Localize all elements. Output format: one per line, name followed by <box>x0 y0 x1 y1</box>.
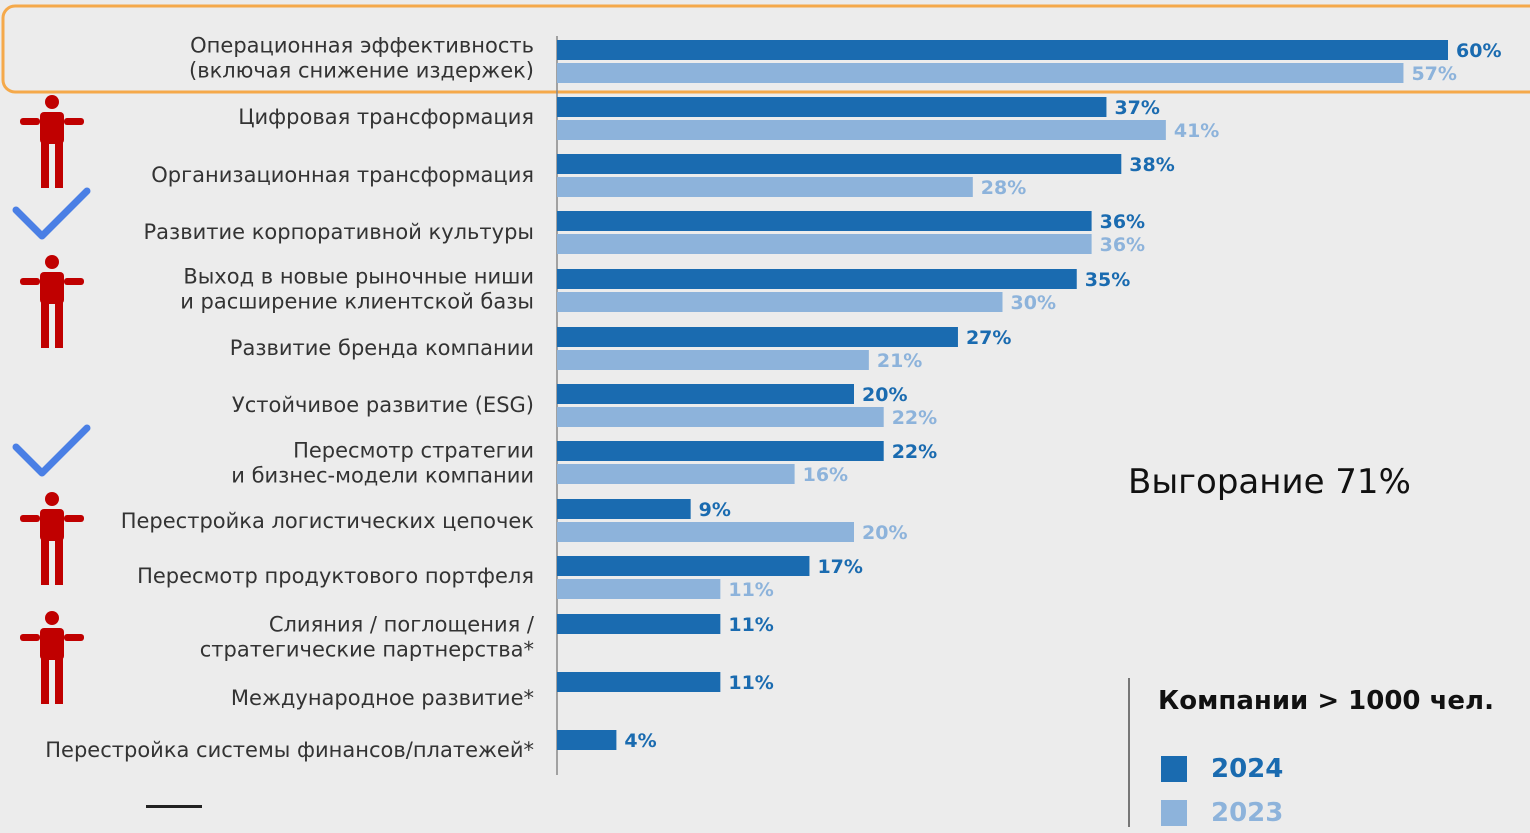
category-label: Развитие корпоративной культуры <box>144 220 534 244</box>
data-label-2024: 22% <box>892 441 937 463</box>
bar-2024 <box>557 441 884 461</box>
footnote-divider <box>146 805 202 808</box>
category-label: Пересмотр продуктового портфеля <box>137 564 534 588</box>
data-label-2024: 11% <box>728 672 773 694</box>
bar-2023 <box>557 464 795 484</box>
legend-title: Компании > 1000 чел. <box>1158 686 1494 716</box>
data-label-2024: 17% <box>817 556 862 578</box>
category-label: Перестройка логистических цепочек <box>121 509 534 533</box>
category-label: Пересмотр стратегии и бизнес-модели компа… <box>231 439 534 488</box>
category-label: Устойчивое развитие (ESG) <box>232 393 534 417</box>
data-label-2023: 16% <box>803 464 848 486</box>
data-label-2024: 60% <box>1456 40 1501 62</box>
person-icon <box>20 255 84 348</box>
category-label: Слияния / поглощения / стратегические пар… <box>200 613 535 662</box>
legend-item-2024: 2024 <box>1161 749 1283 789</box>
data-label-2023: 20% <box>862 522 907 544</box>
bar-2024 <box>557 40 1448 60</box>
highlight-box <box>1 4 1530 94</box>
data-label-2024: 11% <box>728 614 773 636</box>
bar-2023 <box>557 177 973 197</box>
data-label-2024: 38% <box>1129 154 1174 176</box>
bar-2024 <box>557 730 617 750</box>
category-label: Перестройка системы финансов/платежей* <box>45 738 534 762</box>
data-label-2023: 36% <box>1100 234 1145 256</box>
bar-2024 <box>557 211 1092 231</box>
legend-item-2023: 2023 <box>1161 793 1283 833</box>
legend: Компании > 1000 чел. 2024 2023 <box>1128 678 1530 828</box>
legend-swatch-2024 <box>1161 756 1187 782</box>
bar-2024 <box>557 614 721 634</box>
bar-2023 <box>557 292 1003 312</box>
data-label-2024: 20% <box>862 384 907 406</box>
bar-2024 <box>557 499 691 519</box>
data-label-2023: 30% <box>1011 292 1056 314</box>
bar-2023 <box>557 120 1166 140</box>
bar-2023 <box>557 234 1092 254</box>
category-label: Международное развитие* <box>231 686 534 710</box>
legend-swatch-2023 <box>1161 800 1187 826</box>
data-label-2023: 28% <box>981 177 1026 199</box>
data-label-2023: 11% <box>728 579 773 601</box>
bar-2024 <box>557 97 1107 117</box>
bar-2023 <box>557 579 721 599</box>
bar-2024 <box>557 384 854 404</box>
category-label: Развитие бренда компании <box>230 336 534 360</box>
bar-2024 <box>557 154 1122 174</box>
category-label: Цифровая трансформация <box>238 105 534 129</box>
data-label-2024: 4% <box>624 730 656 752</box>
data-label-2024: 9% <box>699 499 731 521</box>
data-label-2023: 22% <box>892 407 937 429</box>
bar-2024 <box>557 269 1077 289</box>
bar-2024 <box>557 327 958 347</box>
bar-2024 <box>557 556 810 576</box>
person-icon <box>20 95 84 188</box>
person-icon <box>20 611 84 704</box>
bar-2023 <box>557 522 854 542</box>
burnout-annotation: Выгорание 71% <box>1128 462 1411 502</box>
category-label: Организационная трансформация <box>151 163 534 187</box>
person-icon <box>20 492 84 585</box>
data-label-2024: 35% <box>1085 269 1130 291</box>
data-label-2023: 57% <box>1411 63 1456 85</box>
bar-2023 <box>557 63 1404 83</box>
checkmark-icon <box>12 424 91 477</box>
bar-2024 <box>557 672 721 692</box>
data-label-2023: 41% <box>1174 120 1219 142</box>
data-label-2024: 27% <box>966 327 1011 349</box>
data-label-2024: 37% <box>1114 97 1159 119</box>
data-label-2023: 21% <box>877 350 922 372</box>
legend-label-2024: 2024 <box>1211 754 1284 784</box>
category-label: Операционная эффективность (включая сниже… <box>189 34 534 83</box>
checkmark-icon <box>12 187 91 240</box>
data-label-2024: 36% <box>1100 211 1145 233</box>
bar-2023 <box>557 350 869 370</box>
bar-2023 <box>557 407 884 427</box>
legend-label-2023: 2023 <box>1211 798 1284 828</box>
category-label: Выход в новые рыночные ниши и расширение … <box>180 265 534 314</box>
